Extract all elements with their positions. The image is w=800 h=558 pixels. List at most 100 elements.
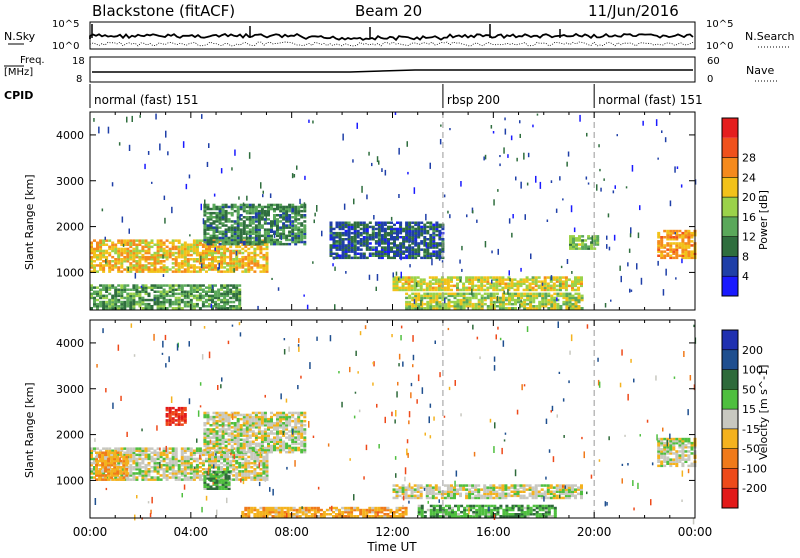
colorbar-tick-label: 28 <box>742 152 756 165</box>
heatmap-cell <box>529 278 532 281</box>
heatmap-cell <box>157 452 160 455</box>
heatmap-cell <box>402 250 405 253</box>
heatmap-cell <box>360 253 363 256</box>
heatmap-cell <box>252 441 255 444</box>
heatmap-cell <box>203 471 206 474</box>
heatmap-cell <box>375 240 378 243</box>
heatmap-cell <box>294 436 297 439</box>
heatmap-cell <box>203 422 206 425</box>
heatmap-cell <box>145 264 148 267</box>
heatmap-cell <box>219 475 222 478</box>
heatmap-cell <box>141 286 143 288</box>
heatmap-cell <box>184 301 187 304</box>
heatmap-cell <box>288 214 291 217</box>
heatmap-cell <box>512 214 514 218</box>
heatmap-cell <box>579 115 581 122</box>
heatmap-cell <box>556 293 559 296</box>
heatmap-cell <box>276 214 279 217</box>
heatmap-cell <box>212 285 214 289</box>
heatmap-cell <box>477 276 480 279</box>
heatmap-cell <box>684 242 687 245</box>
heatmap-cell <box>210 222 213 225</box>
heatmap-cell <box>196 258 199 261</box>
heatmap-cell <box>117 447 120 450</box>
heatmap-cell <box>116 452 119 455</box>
heatmap-cell <box>196 447 199 450</box>
heatmap-cell <box>426 222 429 225</box>
heatmap-cell <box>222 479 225 482</box>
heatmap-cell <box>237 418 240 421</box>
heatmap-cell <box>187 301 190 304</box>
heatmap-cell <box>547 283 550 286</box>
heatmap-cell <box>351 236 354 239</box>
heatmap-cell <box>483 157 485 161</box>
heatmap-cell <box>486 287 489 290</box>
heatmap-cell <box>556 303 559 306</box>
heatmap-cell <box>99 262 102 265</box>
heatmap-cell <box>114 244 117 247</box>
heatmap-cell <box>123 244 125 247</box>
heatmap-cell <box>460 181 462 187</box>
heatmap-cell <box>447 211 449 214</box>
heatmap-cell <box>297 226 300 229</box>
heatmap-cell <box>577 276 580 279</box>
heatmap-cell <box>225 210 228 213</box>
heatmap-cell <box>241 248 244 251</box>
heatmap-cell <box>444 293 447 296</box>
heatmap-cell <box>255 412 258 415</box>
heatmap-cell <box>93 248 96 251</box>
heatmap-cell <box>154 458 157 461</box>
heatmap-cell <box>178 262 181 265</box>
heatmap-cell <box>477 285 480 288</box>
heatmap-cell <box>568 152 570 157</box>
heatmap-cell <box>610 300 612 302</box>
heatmap-cell <box>219 428 222 431</box>
heatmap-cell <box>132 293 135 296</box>
heatmap-cell <box>267 204 270 207</box>
cpid-segment-label: normal (fast) 151 <box>94 93 198 107</box>
heatmap-cell <box>429 222 432 225</box>
heatmap-cell <box>175 239 178 242</box>
power-cbar-label: Power [dB] <box>757 190 770 250</box>
heatmap-cell <box>253 248 256 251</box>
colorbar-swatch <box>722 138 738 158</box>
heatmap-cell <box>333 253 336 256</box>
heatmap-cell <box>678 234 681 237</box>
heatmap-cell <box>393 497 396 500</box>
heatmap-cell <box>411 285 414 288</box>
heatmap-cell <box>255 449 258 452</box>
heatmap-cell <box>609 247 611 251</box>
heatmap-cell <box>468 287 471 290</box>
heatmap-cell <box>123 447 126 450</box>
heatmap-cell <box>393 224 396 227</box>
heatmap-cell <box>420 222 423 225</box>
heatmap-cell <box>297 218 300 221</box>
heatmap-cell <box>235 284 238 287</box>
heatmap-cell <box>222 471 225 474</box>
heatmap-cell <box>373 215 375 220</box>
heatmap-cell <box>476 220 478 223</box>
heatmap-cell <box>237 412 240 415</box>
heatmap-cell <box>231 212 234 215</box>
heatmap-cell <box>220 293 223 296</box>
heatmap-cell <box>414 495 417 498</box>
heatmap-cell <box>172 284 175 287</box>
heatmap-cell <box>357 123 359 129</box>
heatmap-cell <box>438 224 441 227</box>
heatmap-cell <box>420 248 423 251</box>
heatmap-cell <box>584 243 587 246</box>
heatmap-cell <box>175 423 178 426</box>
heatmap-cell <box>228 432 231 435</box>
heatmap-cell <box>145 256 148 259</box>
heatmap-cell <box>472 210 474 213</box>
heatmap-cell <box>426 293 429 296</box>
heatmap-cell <box>243 237 246 240</box>
heatmap-cell <box>151 246 154 249</box>
heatmap-cell <box>352 159 354 162</box>
heatmap-cell <box>157 295 160 298</box>
heatmap-cell <box>687 230 690 233</box>
heatmap-cell <box>517 280 520 283</box>
heatmap-cell <box>393 272 395 277</box>
heatmap-cell <box>279 214 282 217</box>
heatmap-cell <box>202 250 205 253</box>
